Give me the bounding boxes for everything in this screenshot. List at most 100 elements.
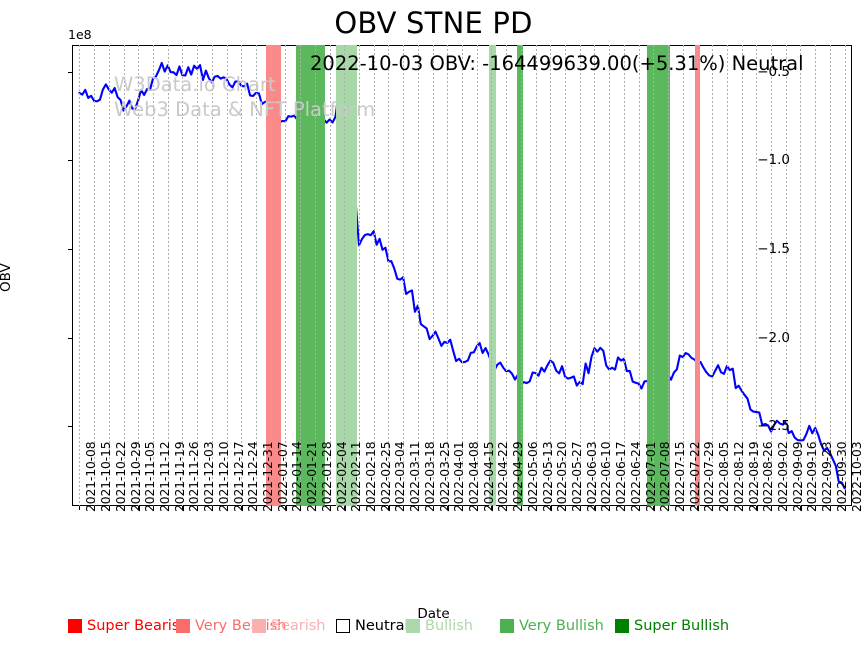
- grid-line: [829, 45, 831, 506]
- grid-line: [726, 45, 728, 506]
- grid-line: [712, 45, 714, 506]
- x-tick: [462, 506, 463, 510]
- grid-line: [241, 45, 243, 506]
- x-tick: [623, 506, 625, 510]
- grid-line: [535, 45, 537, 506]
- x-tick: [506, 506, 508, 510]
- grid-line: [403, 45, 405, 506]
- y-tick: [68, 71, 72, 73]
- x-tick-label: 2021-12-10: [216, 441, 231, 512]
- x-tick: [79, 506, 81, 510]
- x-tick-label: 2022-07-29: [702, 441, 717, 512]
- x-tick-label: 2022-09-30: [834, 441, 849, 512]
- grid-line: [417, 45, 419, 506]
- grid-line: [300, 45, 302, 506]
- x-tick-label: 2022-09-09: [790, 441, 805, 512]
- x-tick-label: 2021-12-03: [202, 441, 217, 512]
- x-tick-label: 2022-06-17: [614, 441, 629, 512]
- x-tick: [138, 506, 140, 510]
- grid-line: [491, 45, 493, 506]
- y-tick-label: −2.0: [757, 329, 790, 346]
- x-tick-label: 2022-05-06: [525, 441, 540, 512]
- legend-item-very-bullish[interactable]: Very Bullish: [500, 618, 604, 634]
- grid-line: [565, 45, 567, 506]
- x-tick: [344, 506, 346, 510]
- x-tick-label: 2022-03-18: [422, 441, 437, 512]
- x-tick: [697, 506, 699, 510]
- x-tick: [520, 506, 522, 510]
- signal-band: [695, 45, 700, 506]
- x-tick-label: 2022-03-11: [408, 441, 423, 512]
- grid-line: [255, 45, 257, 506]
- grid-line: [358, 45, 360, 506]
- legend-item-super-bullish[interactable]: Super Bullish: [615, 618, 729, 634]
- grid-line: [697, 45, 699, 506]
- legend-label: Very Bullish: [519, 618, 604, 634]
- x-tick: [682, 506, 684, 510]
- grid-line: [79, 45, 81, 506]
- x-tick-label: 2022-02-04: [334, 441, 349, 512]
- x-tick-label: 2022-09-16: [805, 441, 820, 512]
- x-tick: [197, 506, 199, 510]
- legend-label: Neutral: [355, 618, 409, 634]
- x-tick: [476, 506, 478, 510]
- signal-band: [266, 45, 282, 506]
- x-tick: [241, 506, 243, 510]
- legend-item-super-bearish[interactable]: Super Bearish: [68, 618, 189, 634]
- x-tick-label: 2022-07-01: [643, 441, 658, 512]
- grid-line: [344, 45, 346, 506]
- x-tick: [329, 506, 331, 510]
- x-tick-label: 2022-08-05: [717, 441, 732, 512]
- x-tick-label: 2022-06-10: [599, 441, 614, 512]
- x-tick: [491, 506, 493, 510]
- x-tick-label: 2022-04-08: [467, 441, 481, 512]
- x-tick-label: 2022-04-15: [481, 441, 496, 512]
- x-tick: [579, 506, 581, 510]
- x-tick-label: 2021-11-12: [157, 441, 172, 512]
- legend-label: Super Bullish: [634, 618, 730, 634]
- grid-line: [432, 45, 434, 506]
- x-tick-label: 2022-04-01: [452, 441, 467, 512]
- x-tick: [726, 506, 728, 510]
- x-tick-label: 2022-05-13: [540, 441, 555, 512]
- grid-line: [520, 45, 522, 506]
- x-tick: [594, 506, 596, 510]
- x-tick: [403, 506, 405, 510]
- x-tick: [152, 506, 154, 510]
- grid-line: [182, 45, 184, 506]
- x-axis-label: Date: [417, 606, 450, 622]
- grid-line: [771, 45, 773, 506]
- legend-item-bearish[interactable]: Bearish: [252, 618, 326, 634]
- y-axis-offset-text: 1e8: [68, 27, 92, 42]
- grid-line: [638, 45, 640, 506]
- signal-band: [516, 45, 523, 506]
- x-tick-label: 2022-02-11: [349, 441, 364, 512]
- x-tick: [211, 506, 213, 510]
- grid-line: [314, 45, 316, 506]
- x-tick-label: 2021-11-19: [172, 441, 187, 512]
- grid-line: [579, 45, 581, 506]
- x-tick-label: 2022-10-03: [849, 441, 864, 512]
- x-tick: [226, 506, 228, 510]
- x-tick: [668, 506, 670, 510]
- grid-line: [800, 45, 802, 506]
- x-tick-label: 2022-02-18: [363, 441, 378, 512]
- latest-value-annotation: 2022-10-03 OBV: -164499639.00(+5.31%) Ne…: [310, 52, 804, 75]
- x-tick-label: 2022-09-02: [776, 441, 791, 512]
- x-tick: [844, 506, 846, 510]
- x-tick: [653, 506, 655, 510]
- legend-item-neutral[interactable]: Neutral: [336, 618, 409, 634]
- y-tick-label: −2.5: [757, 418, 790, 435]
- x-tick: [609, 506, 611, 510]
- x-tick: [815, 506, 817, 510]
- x-tick-label: 2021-12-31: [260, 441, 275, 512]
- x-tick: [638, 506, 640, 510]
- x-tick-label: 2022-01-21: [305, 441, 320, 512]
- x-tick: [550, 506, 552, 510]
- x-tick: [300, 506, 302, 510]
- x-tick: [565, 506, 567, 510]
- x-tick: [373, 506, 375, 510]
- legend-item-bullish[interactable]: Bullish: [406, 618, 473, 634]
- x-tick: [417, 506, 419, 510]
